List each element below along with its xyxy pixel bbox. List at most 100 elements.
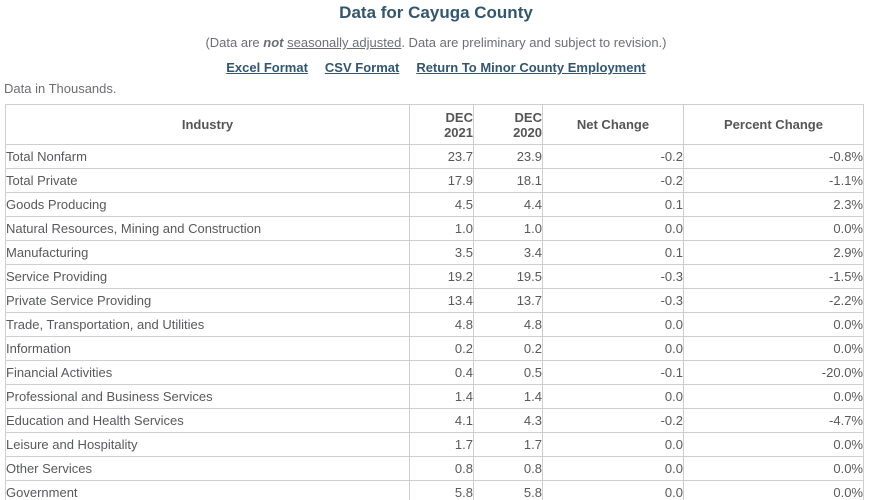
dec-2021-cell: 0.4 bbox=[409, 360, 474, 385]
net-change-cell: -0.1 bbox=[542, 360, 684, 385]
column-header-net-change: Net Change bbox=[542, 104, 684, 145]
industry-cell: Service Providing bbox=[5, 264, 410, 289]
industry-cell: Information bbox=[5, 336, 410, 361]
industry-cell: Total Nonfarm bbox=[5, 144, 410, 169]
percent-change-cell: 0.0% bbox=[683, 480, 864, 500]
dec-2021-cell: 1.0 bbox=[409, 216, 474, 241]
percent-change-cell: 2.9% bbox=[683, 240, 864, 265]
dec-2020-cell: 1.7 bbox=[473, 432, 543, 457]
dec-2020-cell: 3.4 bbox=[473, 240, 543, 265]
net-change-cell: -0.3 bbox=[542, 288, 684, 313]
table-row: Government 5.8 5.8 0.0 0.0% bbox=[5, 480, 864, 500]
csv-format-link[interactable]: CSV Format bbox=[324, 60, 400, 75]
format-links: Excel Format CSV Format Return To Minor … bbox=[0, 60, 872, 75]
industry-cell: Manufacturing bbox=[5, 240, 410, 265]
net-change-cell: 0.0 bbox=[542, 312, 684, 337]
return-to-minor-county-employment-link[interactable]: Return To Minor County Employment bbox=[416, 60, 646, 75]
excel-format-link[interactable]: Excel Format bbox=[226, 60, 308, 75]
industry-cell: Financial Activities bbox=[5, 360, 410, 385]
percent-change-cell: -1.5% bbox=[683, 264, 864, 289]
dec-2021-cell: 5.8 bbox=[409, 480, 474, 500]
industry-cell: Leisure and Hospitality bbox=[5, 432, 410, 457]
percent-change-cell: -20.0% bbox=[683, 360, 864, 385]
dec-2021-cell: 23.7 bbox=[409, 144, 474, 169]
table-row: Education and Health Services 4.1 4.3 -0.2-… bbox=[5, 408, 864, 433]
subtitle-prefix: (Data are bbox=[205, 35, 264, 50]
net-change-cell: 0.1 bbox=[542, 240, 684, 265]
net-change-cell: -0.3 bbox=[542, 264, 684, 289]
industry-cell: Total Private bbox=[5, 168, 410, 193]
industry-cell: Education and Health Services bbox=[5, 408, 410, 433]
table-header-row: Industry DEC 2021 DEC 2020 Net Change Pe… bbox=[5, 104, 864, 145]
column-header-percent-change: Percent Change bbox=[683, 104, 864, 145]
subtitle-suffix: . Data are preliminary and subject to re… bbox=[401, 35, 667, 50]
dec-2021-cell: 1.4 bbox=[409, 384, 474, 409]
industry-cell: Professional and Business Services bbox=[5, 384, 410, 409]
percent-change-cell: 0.0% bbox=[683, 384, 864, 409]
dec-2021-cell: 4.1 bbox=[409, 408, 474, 433]
table-row: Financial Activities 0.4 0.5 -0.1 -20.0% bbox=[5, 360, 864, 385]
table-row: Information 0.2 0.2 0.0 0.0% bbox=[5, 336, 864, 361]
table-row: Goods Producing 4.5 4.4 0.1 2.3% bbox=[5, 192, 864, 217]
dec-2021-cell: 13.4 bbox=[409, 288, 474, 313]
table-body: Total Nonfarm 23.7 23.9 -0.2 -0.8% Total Priv… bbox=[5, 144, 864, 500]
dec-2020-cell: 0.8 bbox=[473, 456, 543, 481]
table-row: Trade, Transportation, and Utilities 4.8 4… bbox=[5, 312, 864, 337]
table-row: Total Private 17.9 18.1 -0.2 -1.1% bbox=[5, 168, 864, 193]
dec-2020-cell: 19.5 bbox=[473, 264, 543, 289]
dec-2021-cell: 4.5 bbox=[409, 192, 474, 217]
percent-change-cell: 0.0% bbox=[683, 336, 864, 361]
net-change-cell: 0.0 bbox=[542, 216, 684, 241]
industry-cell: Private Service Providing bbox=[5, 288, 410, 313]
industry-cell: Other Services bbox=[5, 456, 410, 481]
page-title: Data for Cayuga County bbox=[339, 3, 533, 22]
net-change-cell: 0.0 bbox=[542, 336, 684, 361]
dec-2020-cell: 5.8 bbox=[473, 480, 543, 500]
dec-2020-cell: 0.2 bbox=[473, 336, 543, 361]
industry-cell: Goods Producing bbox=[5, 192, 410, 217]
dec-2020-cell: 1.0 bbox=[473, 216, 543, 241]
table-row: Leisure and Hospitality 1.7 1.7 0.0 0.0% bbox=[5, 432, 864, 457]
seasonally-adjusted-link[interactable]: seasonally adjusted bbox=[287, 35, 402, 50]
dec-2021-cell: 17.9 bbox=[409, 168, 474, 193]
percent-change-cell: 0.0% bbox=[683, 432, 864, 457]
table-row: Manufacturing 3.5 3.4 0.1 2.9% bbox=[5, 240, 864, 265]
percent-change-cell: 0.0% bbox=[683, 312, 864, 337]
net-change-cell: 0.1 bbox=[542, 192, 684, 217]
net-change-cell: -0.2 bbox=[542, 168, 684, 193]
data-note-line: (Data are not seasonally adjusted. Data … bbox=[0, 36, 872, 50]
percent-change-cell: -2.2% bbox=[683, 288, 864, 313]
subtitle-emphasis: not bbox=[263, 35, 284, 50]
net-change-cell: 0.0 bbox=[542, 480, 684, 500]
percent-change-cell: 0.0% bbox=[683, 216, 864, 241]
percent-change-cell: 0.0% bbox=[683, 456, 864, 481]
table-row: Professional and Business Services 1.4 1.4… bbox=[5, 384, 864, 409]
table-row: Natural Resources, Mining and Constructi… bbox=[5, 216, 864, 241]
dec-2021-cell: 0.8 bbox=[409, 456, 474, 481]
column-header-industry: Industry bbox=[5, 104, 410, 145]
dec-2021-cell: 3.5 bbox=[409, 240, 474, 265]
dec-2020-cell: 23.9 bbox=[473, 144, 543, 169]
column-header-dec-2020: DEC 2020 bbox=[473, 104, 543, 145]
dec-2020-cell: 13.7 bbox=[473, 288, 543, 313]
dec-2020-cell: 18.1 bbox=[473, 168, 543, 193]
table-row: Other Services 0.8 0.8 0.0 0.0% bbox=[5, 456, 864, 481]
dec-2020-cell: 0.5 bbox=[473, 360, 543, 385]
net-change-cell: -0.2 bbox=[542, 144, 684, 169]
percent-change-cell: -0.8% bbox=[683, 144, 864, 169]
column-header-dec-2021: DEC 2021 bbox=[409, 104, 474, 145]
dec-2021-cell: 19.2 bbox=[409, 264, 474, 289]
net-change-cell: 0.0 bbox=[542, 456, 684, 481]
percent-change-cell: 2.3% bbox=[683, 192, 864, 217]
dec-2020-cell: 4.8 bbox=[473, 312, 543, 337]
dec-2021-cell: 4.8 bbox=[409, 312, 474, 337]
percent-change-cell: -1.1% bbox=[683, 168, 864, 193]
table-row: Service Providing 19.2 19.5 -0.3 -1.5% bbox=[5, 264, 864, 289]
dec-2021-cell: 0.2 bbox=[409, 336, 474, 361]
percent-change-cell: -4.7% bbox=[683, 408, 864, 433]
dec-2020-cell: 4.4 bbox=[473, 192, 543, 217]
dec-2020-cell: 1.4 bbox=[473, 384, 543, 409]
net-change-cell: 0.0 bbox=[542, 432, 684, 457]
dec-2021-cell: 1.7 bbox=[409, 432, 474, 457]
